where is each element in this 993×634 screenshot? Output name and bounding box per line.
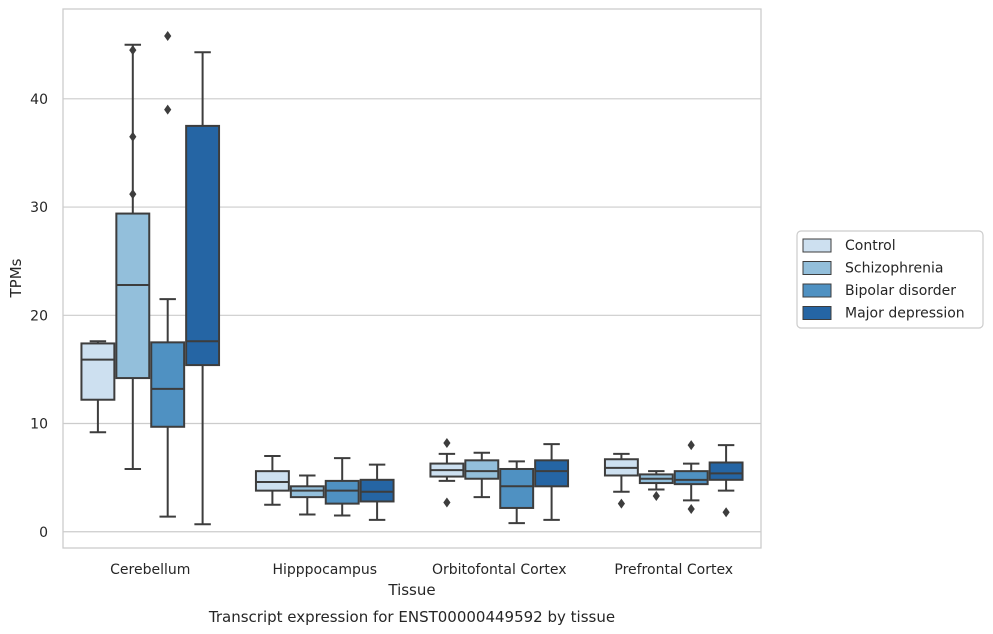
x-tick-label: Prefrontal Cortex	[614, 562, 733, 578]
outlier-point	[443, 438, 451, 449]
x-axis-label: Tissue	[387, 581, 435, 599]
box	[673, 470, 709, 486]
outlier-point	[164, 104, 172, 115]
legend-swatch	[802, 238, 832, 253]
box-group	[708, 444, 744, 518]
y-tick-label: 0	[39, 525, 48, 541]
box-group	[499, 460, 535, 525]
box	[324, 479, 360, 505]
box	[150, 341, 186, 428]
box	[464, 459, 500, 480]
chart-caption: Transcript expression for ENST0000044959…	[208, 608, 615, 626]
legend-label: Bipolar disorder	[845, 283, 956, 299]
legend-item: Schizophrenia	[802, 261, 943, 277]
x-tick-label: Hipppocampus	[272, 562, 377, 578]
legend-swatch	[802, 283, 832, 298]
box	[499, 467, 535, 509]
legend-item: Bipolar disorder	[802, 283, 956, 299]
y-axis-label: TPMs	[7, 258, 25, 298]
box-group	[150, 31, 186, 518]
legend-item: Major depression	[802, 306, 965, 322]
box	[185, 124, 221, 367]
legend-label: Schizophrenia	[845, 261, 943, 277]
legend-swatch	[802, 306, 832, 320]
box-group	[324, 457, 360, 517]
legend: Control Schizophrenia Bipolar disorder Majo…	[796, 230, 984, 329]
legend-label: Major depression	[845, 306, 965, 322]
box-group	[254, 455, 290, 506]
x-tick-label: Cerebellum	[110, 562, 190, 578]
outlier-point	[687, 440, 695, 451]
box-group	[603, 452, 639, 509]
x-tick-labels: Cerebellum Hipppocampus Orbitofontal Corte…	[110, 562, 733, 578]
box-group	[80, 340, 116, 434]
box	[289, 485, 325, 499]
box-group	[673, 440, 709, 515]
box-group	[185, 51, 221, 526]
outlier-point	[687, 504, 695, 515]
outlier-point	[164, 31, 172, 42]
box	[115, 212, 151, 380]
box-group	[289, 474, 325, 516]
y-tick-label: 30	[30, 200, 48, 216]
box	[254, 470, 290, 492]
plot-frame	[62, 8, 762, 549]
y-tick-labels: 0 10 20 30 40	[30, 92, 48, 541]
box	[534, 459, 570, 488]
y-tick-label: 10	[30, 417, 48, 433]
legend-frame	[796, 230, 984, 329]
box-group	[429, 438, 465, 508]
outlier-point	[129, 131, 137, 142]
box	[359, 478, 395, 503]
legend-swatch	[802, 261, 832, 275]
y-tick-label: 40	[30, 92, 48, 108]
legend-item: Control	[802, 238, 896, 254]
outlier-point	[617, 498, 625, 509]
outlier-point	[129, 189, 137, 200]
box-group	[359, 463, 395, 521]
y-tick-label: 20	[30, 308, 48, 324]
x-tick-label: Orbitofontal Cortex	[432, 562, 567, 578]
outlier-point	[652, 491, 660, 502]
outlier-point	[722, 507, 730, 518]
box	[708, 461, 744, 481]
outlier-point	[443, 497, 451, 508]
box-group	[464, 451, 500, 499]
legend-label: Control	[845, 238, 896, 254]
box-group	[115, 43, 151, 470]
box-group	[638, 470, 674, 502]
box	[80, 342, 116, 401]
outlier-point	[129, 45, 137, 56]
box-group	[534, 443, 570, 521]
box-plot-marks	[80, 31, 744, 526]
